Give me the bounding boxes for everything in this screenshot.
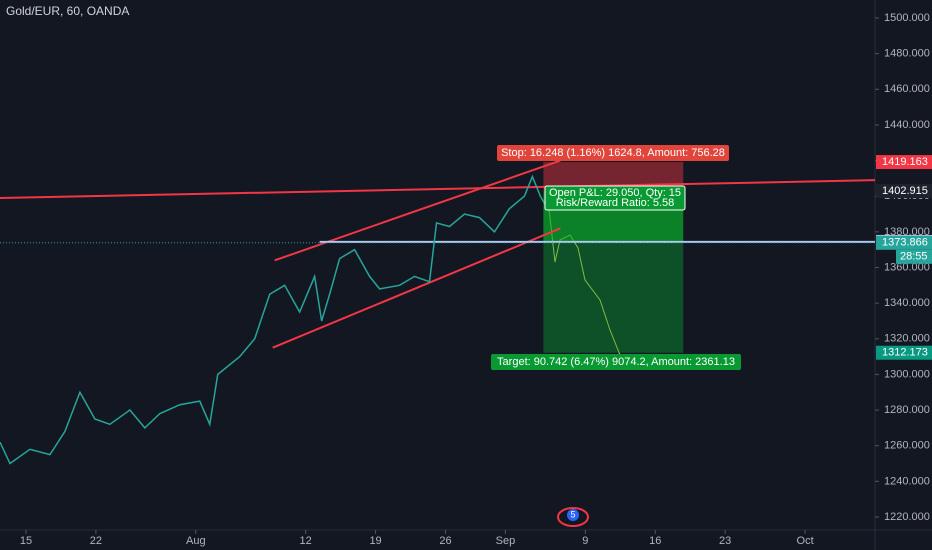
x-tick-label: 23	[719, 535, 731, 547]
y-tick-label: 1500.000	[884, 12, 930, 24]
x-tick-label: 22	[90, 535, 102, 547]
x-tick-label: 26	[439, 535, 451, 547]
x-tick-label: Aug	[186, 535, 206, 547]
x-tick-label: 15	[20, 535, 32, 547]
y-tick-label: 1280.000	[884, 404, 930, 416]
price-tag	[876, 155, 932, 170]
events-dot	[567, 509, 579, 521]
trend-line	[0, 179, 876, 199]
y-tick-label: 1320.000	[884, 333, 930, 345]
projection-sketch	[547, 199, 621, 356]
countdown-box	[896, 249, 932, 264]
x-tick-label: 12	[300, 535, 312, 547]
x-tick-label: 19	[369, 535, 381, 547]
stop-label: Stop: 16.248 (1.16%) 1624.8, Amount: 756…	[501, 147, 725, 159]
stop-label-box	[497, 145, 729, 161]
price-tag	[876, 235, 932, 250]
price-tag-label: 1312.173	[882, 347, 928, 359]
price-line	[0, 174, 547, 465]
trend-line	[272, 227, 561, 349]
pnl-box	[544, 185, 686, 211]
y-tick-label: 1460.000	[884, 83, 930, 95]
price-tag	[876, 184, 932, 199]
price-tag-label: 1419.163	[882, 156, 928, 168]
y-tick-label: 1480.000	[884, 48, 930, 60]
y-tick-label: 1380.000	[884, 226, 930, 238]
target-label: Target: 90.742 (6.47%) 9074.2, Amount: 2…	[497, 356, 735, 368]
countdown: 28:55	[900, 251, 928, 263]
trend-line	[274, 159, 561, 262]
x-tick-label: Sep	[496, 535, 516, 547]
y-tick-label: 1220.000	[884, 511, 930, 523]
rr-label: Risk/Reward Ratio: 5.58	[556, 197, 675, 209]
y-tick-label: 1300.000	[884, 368, 930, 380]
price-tag-label: 1402.915	[882, 185, 928, 197]
events-badge-label: 5	[570, 509, 575, 519]
pnl-label: Open P&L: 29.050, Qty: 15	[549, 187, 681, 199]
x-tick-label: 9	[582, 535, 588, 547]
price-tag	[876, 345, 932, 360]
x-tick-label: 16	[649, 535, 661, 547]
y-tick-label: 1440.000	[884, 119, 930, 131]
x-tick-label: Oct	[797, 535, 814, 547]
y-tick-label: 1360.000	[884, 261, 930, 273]
target-label-box	[491, 354, 741, 370]
chart-title: Gold/EUR, 60, OANDA	[6, 4, 129, 18]
price-tag-label: 1373.866	[882, 237, 928, 249]
y-tick-label: 1260.000	[884, 440, 930, 452]
y-tick-label: 1240.000	[884, 475, 930, 487]
y-tick-label: 1340.000	[884, 297, 930, 309]
